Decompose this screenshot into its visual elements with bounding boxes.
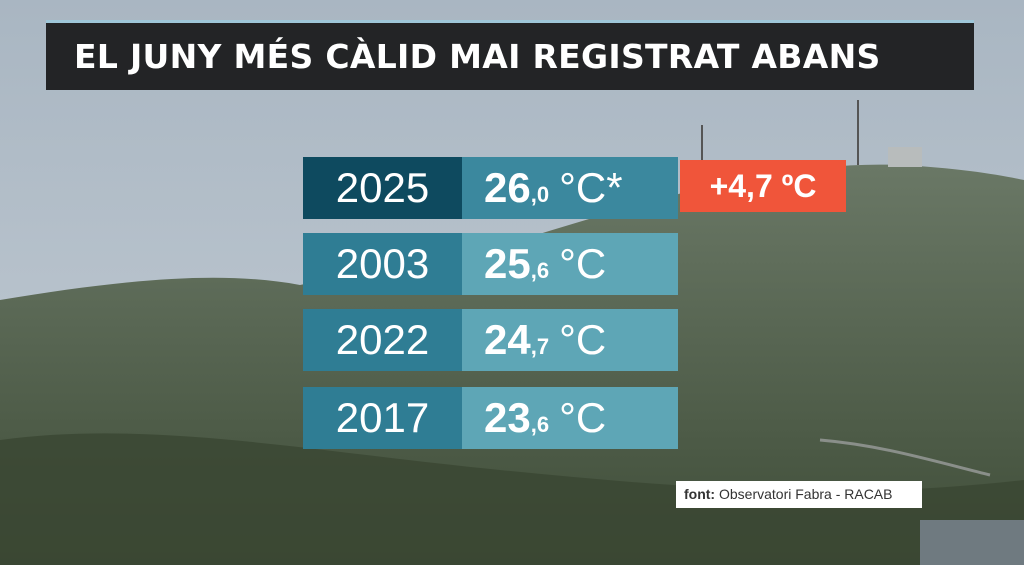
year-cell: 2022 (303, 309, 462, 371)
year-cell: 2025 (303, 157, 462, 219)
value-integer: 25 (484, 240, 531, 287)
value-unit: °C* (559, 164, 623, 211)
value-integer: 23 (484, 394, 531, 441)
value-cell: 25,6 °C (462, 233, 678, 295)
title: EL JUNY MÉS CÀLID MAI REGISTRAT ABANS (46, 20, 974, 90)
value-decimal: ,7 (530, 334, 550, 359)
value-integer: 24 (484, 316, 531, 363)
source-label: font: (684, 486, 716, 502)
value-decimal: ,6 (530, 258, 550, 283)
value-decimal: ,6 (530, 412, 550, 437)
value-unit: °C (559, 316, 607, 363)
year-cell: 2003 (303, 233, 462, 295)
value-decimal: ,0 (530, 182, 550, 207)
source: font: Observatori Fabra - RACAB (676, 481, 922, 508)
value-integer: 26 (484, 164, 531, 211)
source-text: Observatori Fabra - RACAB (718, 486, 893, 502)
value-cell: 23,6 °C (462, 387, 678, 449)
difference-badge: +4,7 ºC (680, 160, 846, 212)
year-cell: 2017 (303, 387, 462, 449)
value-cell: 24,7 °C (462, 309, 678, 371)
value-cell: 26,0 °C* (462, 157, 678, 219)
value-unit: °C (559, 394, 607, 441)
value-unit: °C (559, 240, 607, 287)
